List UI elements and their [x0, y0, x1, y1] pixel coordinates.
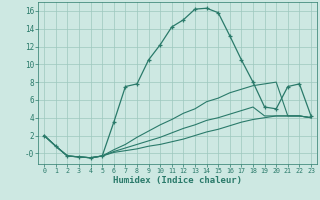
X-axis label: Humidex (Indice chaleur): Humidex (Indice chaleur) — [113, 176, 242, 185]
